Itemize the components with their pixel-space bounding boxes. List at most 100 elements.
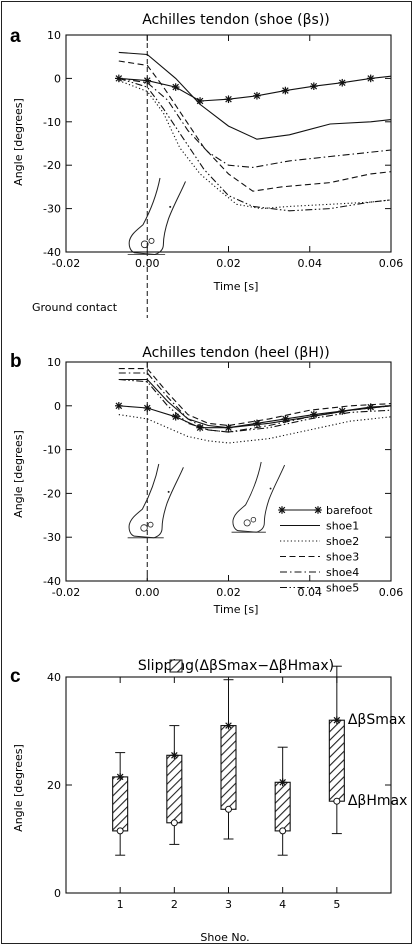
legend-label-shoe2: shoe2 (326, 535, 359, 548)
panel-b-foot-drawing-shoe-marker (147, 521, 154, 528)
box-4-smax-marker-stroke (279, 779, 286, 786)
legend-star-stroke (278, 506, 286, 514)
panel-a-foot-drawing-marker (148, 237, 155, 244)
panel-a-barefoot-point-stroke (310, 82, 318, 90)
panel-a-barefoot-point-stroke (253, 92, 261, 100)
panel-a-foot-drawing-marker (140, 240, 149, 249)
panel-a-ytick-label: -30 (43, 203, 61, 216)
panel-a-ylabel: Angle [degrees] (12, 98, 25, 186)
panel-b-barefoot-point-stroke (143, 404, 151, 412)
panel-a-ytick-label: -20 (43, 159, 61, 172)
panel-b-xtick-label: 0.06 (379, 586, 404, 599)
panel-b-ylabel: Angle [degrees] (12, 430, 25, 518)
box-4-hmax-marker (279, 827, 287, 835)
panel-c-xtick-label: 5 (333, 898, 340, 911)
box-5-hmax-marker (333, 797, 341, 805)
panel-a-barefoot-point-stroke (282, 87, 289, 94)
panel-a-series-shoe2 (118, 80, 392, 210)
panel-b-foot-drawing-shoe-marker (140, 524, 148, 532)
panel-b-barefoot-point-stroke (115, 402, 123, 410)
panel-c-xlabel: Shoe No. (200, 931, 249, 944)
panel-b-xtick-label: 0.04 (298, 586, 323, 599)
legend-label-barefoot: barefoot (326, 504, 373, 517)
panel-b-xtick-label: 0.02 (216, 586, 241, 599)
legend-label-shoe1: shoe1 (326, 520, 359, 533)
panel-a-xtick-label: 0.06 (379, 257, 404, 270)
panel-b-ytick-label: -20 (43, 487, 61, 500)
box-5-smax-marker-stroke (333, 716, 341, 724)
panel-a-barefoot-point (171, 83, 180, 91)
panel-b-barefoot-point-stroke (196, 424, 204, 431)
panel-b-barefoot-point-stroke (367, 403, 374, 411)
panel-b-barefoot-point (310, 410, 318, 419)
panel-a-barefoot-point-stroke (338, 79, 346, 87)
legend-label-shoe5: shoe5 (326, 582, 359, 595)
panel-b-series-shoe4 (118, 372, 392, 433)
panel-a-xlabel: Time [s] (213, 280, 259, 293)
box-1-smax-marker-stroke (116, 773, 124, 781)
box-3-body (220, 725, 237, 810)
panel-a-series-shoe5 (118, 77, 392, 212)
panel-a-ytick-label: -10 (43, 116, 61, 129)
box-3-smax-marker (224, 721, 233, 730)
panel-letter-a: a (10, 26, 21, 47)
panel-a-axes-box (65, 34, 392, 253)
panel-c-xtick-label: 1 (117, 898, 124, 911)
panel-a-barefoot-point (338, 78, 347, 87)
box-4-body (274, 781, 291, 832)
panel-b-foot-drawing-shoe-marker (167, 490, 170, 493)
box-1-smax-marker (116, 773, 124, 781)
panel-b-foot-drawing-heel-marker (250, 516, 257, 523)
legend-star (314, 506, 322, 514)
panel-a-xtick-label: 0.02 (216, 257, 241, 270)
panel-a-barefoot-point-stroke (225, 95, 232, 103)
box-2-hmax-marker (170, 819, 178, 827)
panel-a-barefoot-point (281, 86, 290, 95)
panel-b-barefoot-point (115, 402, 123, 410)
panel-c-xtick-label: 3 (225, 898, 232, 911)
panel-b-xtick-label: -0.02 (52, 586, 80, 599)
annotation-hmax: ΔβHmax (348, 793, 408, 809)
panel-b-ytick-label: 0 (54, 400, 61, 413)
box-2-smax-marker (170, 751, 179, 760)
panel-a-xtick-label: 0.04 (298, 257, 323, 270)
panel-b-foot-drawing-heel-outline (232, 461, 286, 533)
panel-a-series-shoe4 (118, 77, 392, 168)
panel-b-xtick-label: 0.00 (135, 586, 160, 599)
panel-a-barefoot-point (310, 82, 318, 91)
legend-star (278, 506, 286, 514)
panel-a-ytick-label: 10 (47, 29, 61, 42)
panel-b-series-shoe5 (118, 378, 392, 433)
panel-c-ytick-label: 20 (47, 779, 61, 792)
box-4-smax-marker (278, 778, 287, 787)
panel-a-barefoot-point (366, 74, 375, 83)
panel-a-barefoot-point (253, 91, 261, 100)
box-2-body (166, 754, 183, 824)
panel-b-foot-drawing-shoe-outline (128, 463, 184, 539)
panel-c-xtick-label: 2 (171, 898, 178, 911)
legend-star-stroke (314, 506, 322, 514)
panel-b-foot-drawing-heel-marker (243, 519, 251, 527)
annotation-smax: ΔβSmax (348, 712, 406, 728)
box-2-smax-marker-stroke (171, 752, 178, 759)
panel-b-axes-box (65, 361, 392, 582)
panel-a-foot-drawing (127, 177, 186, 256)
panel-b-series-shoe3 (118, 368, 392, 427)
panel-c-ylabel: Angle [degrees] (12, 744, 25, 832)
panel-a-title: Achilles tendon (shoe (βs)) (142, 12, 330, 28)
panel-a-barefoot-point (224, 95, 233, 104)
box-3-hmax-marker (225, 805, 232, 813)
panel-c-ytick-label: 40 (47, 671, 61, 684)
panel-letter-b: b (10, 351, 22, 372)
legend-label-shoe4: shoe4 (326, 566, 359, 579)
panel-b-ytick-label: -40 (43, 575, 61, 588)
panel-a-barefoot-point-stroke (367, 75, 374, 82)
panel-a-barefoot-point (143, 76, 152, 85)
panel-a-ytick-label: -40 (43, 246, 61, 259)
panel-a-xtick-label: -0.02 (52, 257, 80, 270)
panel-a-barefoot-point-stroke (172, 83, 179, 91)
panel-b-ytick-label: -30 (43, 531, 61, 544)
panel-c-ytick-label: 0 (54, 887, 61, 900)
